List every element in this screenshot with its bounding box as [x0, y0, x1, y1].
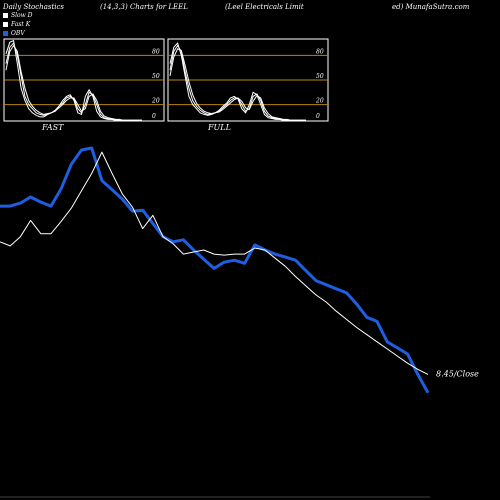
y-tick-label: 0 — [316, 113, 320, 120]
y-tick-label: 80 — [316, 48, 324, 55]
stoch-line-3 — [169, 48, 306, 121]
legend-label-slow-d: Slow D — [11, 12, 33, 19]
header-params: (14,3,3) Charts for LEEL — [100, 3, 188, 11]
header-title: Daily Stochastics — [3, 3, 65, 11]
main-price-chart: 8.45/Close — [0, 146, 479, 394]
y-tick-label: 80 — [152, 48, 160, 55]
stoch-panel-full: 80 50 20 0 FULL — [167, 38, 329, 132]
legend-item-slow-d: Slow D — [3, 12, 33, 19]
legend-label-obv: OBV — [11, 30, 25, 37]
close-price-line — [0, 151, 429, 375]
legend-item-fast-k: Fast K — [3, 21, 30, 28]
legend-swatch-obv — [3, 31, 8, 36]
panel-title-fast: FAST — [41, 123, 64, 132]
header-site: ed) MunafaSutra.com — [392, 3, 470, 11]
y-tick-label: 50 — [316, 73, 324, 80]
close-annotation: 8.45/Close — [436, 369, 479, 378]
header-company: (Leel Electricals Limit — [225, 3, 304, 11]
legend-swatch-fast-k — [3, 22, 8, 27]
y-tick-label: 0 — [152, 113, 156, 120]
legend-item-obv: OBV — [3, 30, 25, 37]
panel-title-full: FULL — [207, 123, 231, 132]
y-tick-label: 20 — [315, 98, 324, 105]
legend-swatch-slow-d — [3, 13, 8, 18]
y-tick-label: 50 — [152, 73, 160, 80]
legend-label-fast-k: Fast K — [11, 21, 31, 28]
obv-line — [0, 146, 430, 394]
y-tick-label: 20 — [151, 98, 160, 105]
stoch-line-3 — [5, 44, 142, 121]
stoch-panel-fast: 80 50 20 0 FAST — [3, 38, 165, 132]
